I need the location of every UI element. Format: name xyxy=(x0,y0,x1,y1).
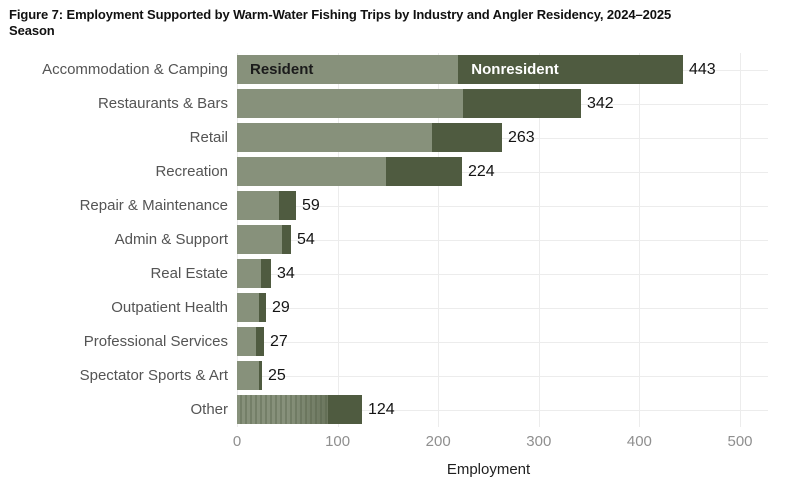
bar-resident-segment xyxy=(237,89,464,118)
bar-resident-segment xyxy=(237,259,262,288)
category-label: Outpatient Health xyxy=(111,299,228,316)
bar-nonresident-segment xyxy=(259,361,263,390)
x-axis-title: Employment xyxy=(446,461,531,478)
gridline-horizontal xyxy=(237,341,768,343)
value-label: 224 xyxy=(468,163,495,180)
gridline-horizontal xyxy=(237,137,768,139)
bar-nonresident-segment xyxy=(463,89,581,118)
gridline-horizontal xyxy=(237,307,768,309)
value-label: 263 xyxy=(508,129,535,146)
gridline-horizontal xyxy=(237,205,768,207)
bar-nonresident-segment xyxy=(261,259,272,288)
bar-nonresident-segment xyxy=(432,123,502,152)
bar-row xyxy=(237,327,265,356)
figure-title: Figure 7: Employment Supported by Warm-W… xyxy=(9,7,672,38)
value-label: 27 xyxy=(270,333,288,350)
bar-nonresident-segment: Nonresident xyxy=(458,55,683,84)
category-label: Other xyxy=(190,401,228,418)
bar-nonresident-segment xyxy=(385,157,463,186)
category-label: Restaurants & Bars xyxy=(97,95,228,112)
category-label: Real Estate xyxy=(150,265,228,282)
category-label: Professional Services xyxy=(83,333,228,350)
category-label: Retail xyxy=(189,129,228,146)
x-tick-label: 500 xyxy=(727,433,753,450)
bar-nonresident-segment xyxy=(327,395,362,424)
value-label: 54 xyxy=(297,231,315,248)
bar-row xyxy=(237,259,272,288)
bar-resident-segment xyxy=(237,327,257,356)
category-label: Accommodation & Camping xyxy=(42,61,228,78)
gridline-horizontal xyxy=(237,409,768,411)
gridline-horizontal xyxy=(237,171,768,173)
bar-row xyxy=(237,123,502,152)
bar-nonresident-segment xyxy=(282,225,292,254)
bar-row xyxy=(237,89,581,118)
value-label: 443 xyxy=(689,61,716,78)
legend-inline-nonresident: Nonresident xyxy=(471,61,559,78)
x-tick-label: 0 xyxy=(232,433,242,450)
category-label: Repair & Maintenance xyxy=(79,197,228,214)
bar-row xyxy=(237,157,463,186)
gridline-horizontal xyxy=(237,375,768,377)
x-tick-label: 400 xyxy=(626,433,652,450)
category-label: Admin & Support xyxy=(114,231,228,248)
bar-row xyxy=(237,395,362,424)
bar-row xyxy=(237,361,263,390)
bar-resident-segment xyxy=(237,123,433,152)
bar-resident-segment xyxy=(237,191,280,220)
gridline-horizontal xyxy=(237,239,768,241)
x-tick-label: 300 xyxy=(526,433,552,450)
bar-resident-segment xyxy=(237,157,386,186)
bar-row xyxy=(237,293,267,322)
bar-row: Resident Nonresident xyxy=(237,55,683,84)
value-label: 342 xyxy=(587,95,614,112)
category-label: Recreation xyxy=(155,163,228,180)
legend-inline-resident: Resident xyxy=(250,61,314,78)
value-label: 124 xyxy=(368,401,395,418)
gridline-horizontal xyxy=(237,273,768,275)
bar-resident-segment: Resident xyxy=(237,55,459,84)
bar-resident-segment xyxy=(237,395,328,424)
bar-nonresident-segment xyxy=(256,327,265,356)
bar-nonresident-segment xyxy=(279,191,297,220)
value-label: 29 xyxy=(272,299,290,316)
bar-resident-segment xyxy=(237,361,260,390)
x-tick-label: 200 xyxy=(425,433,451,450)
bar-row xyxy=(237,191,297,220)
bar-resident-segment xyxy=(237,293,260,322)
value-label: 25 xyxy=(268,367,286,384)
value-label: 34 xyxy=(277,265,295,282)
value-label: 59 xyxy=(302,197,320,214)
category-label: Spectator Sports & Art xyxy=(79,367,228,384)
bar-resident-segment xyxy=(237,225,283,254)
bar-row xyxy=(237,225,292,254)
bar-nonresident-segment xyxy=(259,293,267,322)
x-tick-label: 100 xyxy=(325,433,351,450)
plot-area: Resident Nonresident 443 342 263 224 59 54 34 29 2… xyxy=(237,53,768,430)
